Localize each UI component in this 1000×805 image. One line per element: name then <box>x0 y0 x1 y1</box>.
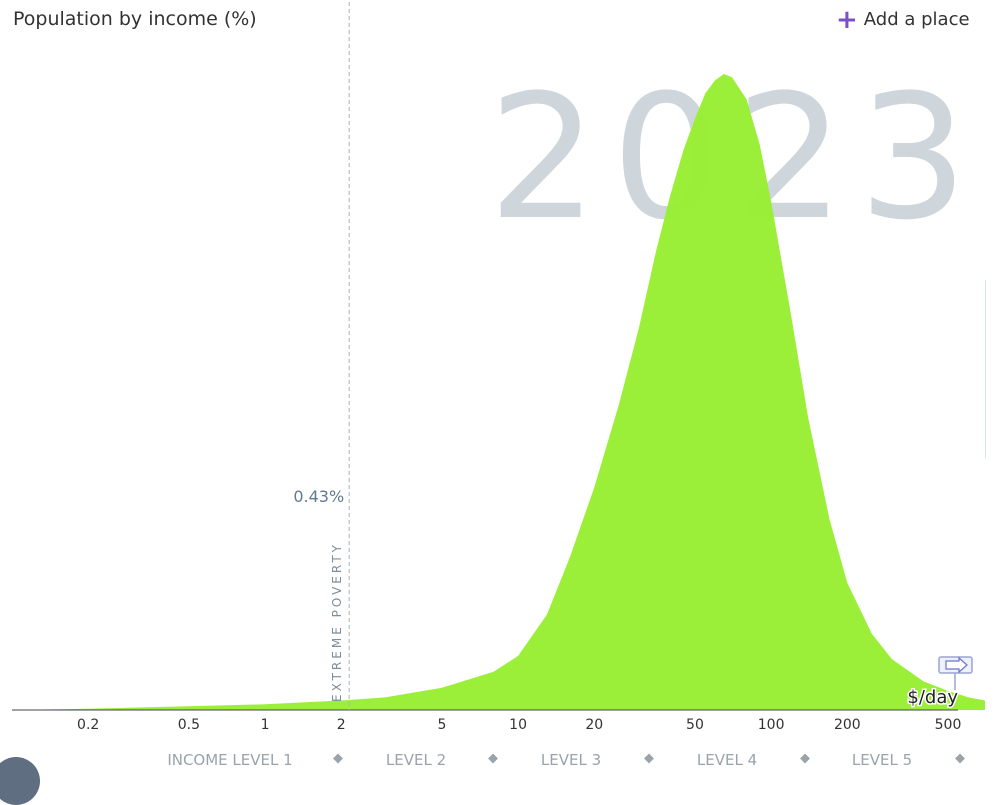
chart-title: Population by income (%) <box>13 8 257 30</box>
x-tick-label: 5 <box>437 717 446 733</box>
add-place-label: Add a place <box>863 9 970 30</box>
level-separator-diamond <box>644 753 654 764</box>
level-separator-diamond <box>955 753 965 764</box>
x-tick-label: 0.2 <box>77 717 99 733</box>
income-mountain-chart: 2023 EXTREME POVERTY 0.43% 0.20.51251020… <box>12 2 985 769</box>
x-tick-label: 200 <box>834 717 861 733</box>
x-tick-label: 1 <box>261 717 270 733</box>
plus-icon: + <box>836 4 858 35</box>
level-separator-diamond <box>800 753 810 764</box>
level-separator-diamond <box>333 753 343 764</box>
x-tick-label: 500 <box>935 717 962 733</box>
x-tick-label: 50 <box>686 717 704 733</box>
avatar-button[interactable] <box>0 757 40 805</box>
x-tick-label: 0.5 <box>178 717 200 733</box>
x-tick-label: 20 <box>585 717 603 733</box>
income-level-label: INCOME LEVEL 1 <box>167 751 292 769</box>
x-tick-label: 10 <box>509 717 527 733</box>
income-level-labels: INCOME LEVEL 1 LEVEL 2 LEVEL 3 LEVEL 4 LEVEL… <box>167 751 965 769</box>
x-axis-ticks: 0.2 0.5 1 2 5 10 20 50 100 200 500 <box>77 717 961 733</box>
x-axis-unit-label: $/day <box>907 687 958 708</box>
x-tick-label: 2 <box>337 717 346 733</box>
level-separator-diamond <box>488 753 498 764</box>
arrow-right-icon[interactable] <box>938 656 973 690</box>
income-distribution-area <box>12 74 985 710</box>
income-level-label: LEVEL 3 <box>541 751 601 769</box>
add-place-button[interactable]: + Add a place <box>836 4 970 35</box>
income-level-label: LEVEL 5 <box>852 751 912 769</box>
extreme-poverty-share-label: 0.43% <box>293 487 344 506</box>
income-level-label: LEVEL 2 <box>386 751 446 769</box>
side-panel-edge <box>985 280 986 458</box>
x-tick-label: 100 <box>758 717 785 733</box>
income-level-label: LEVEL 4 <box>697 751 757 769</box>
extreme-poverty-label: EXTREME POVERTY <box>330 542 344 702</box>
